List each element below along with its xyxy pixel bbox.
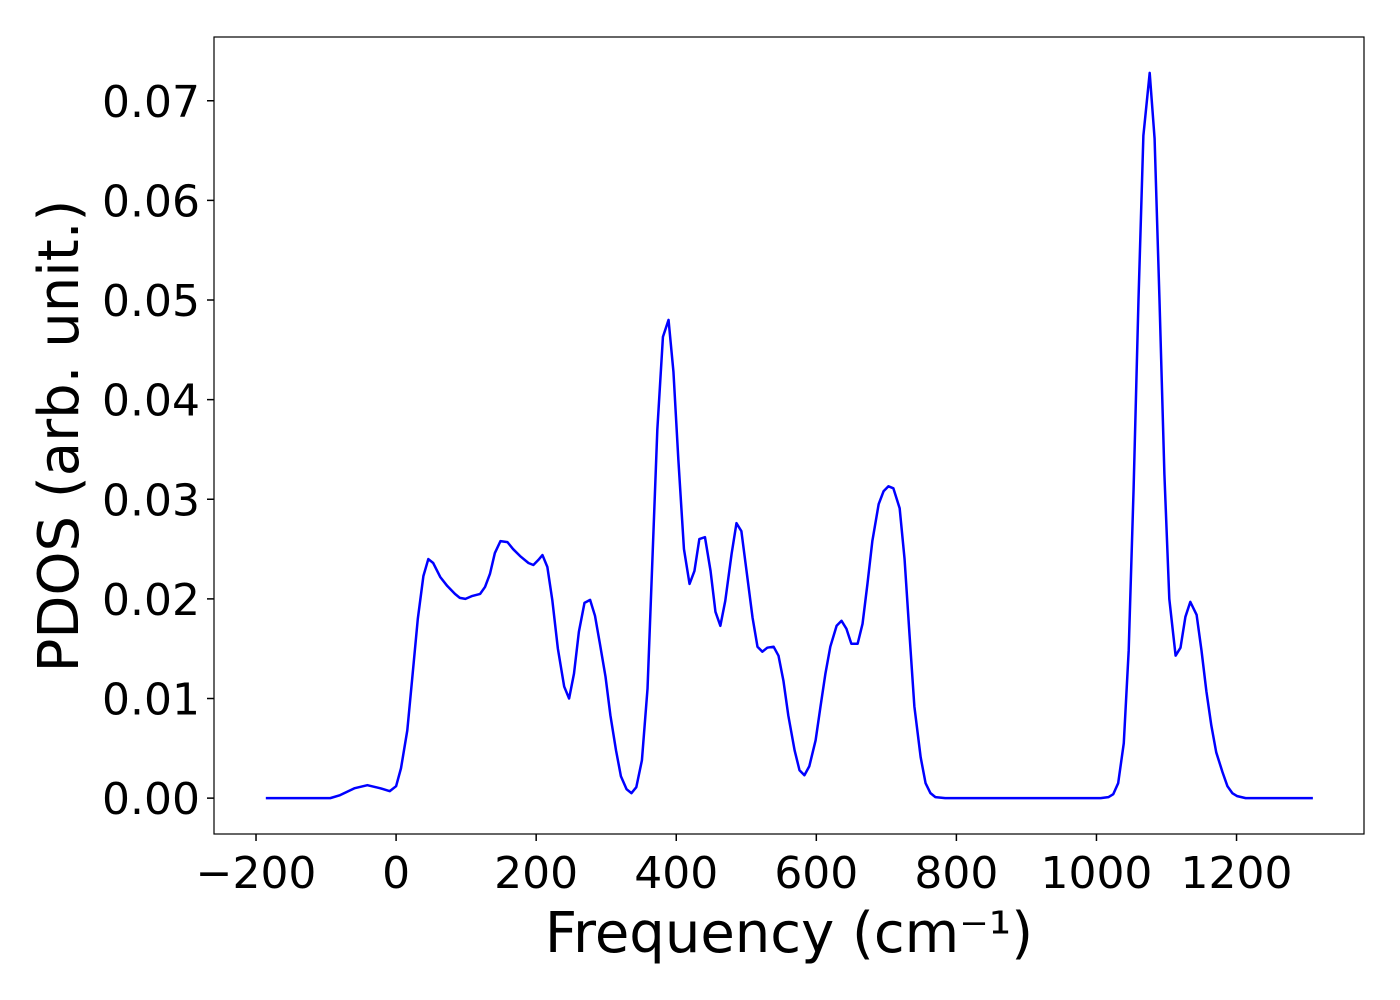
y-tick-label: 0.04 — [102, 376, 200, 427]
x-tick-label: 0 — [382, 848, 410, 899]
x-tick-label: 600 — [774, 848, 858, 899]
y-tick-label: 0.01 — [102, 675, 200, 726]
x-tick-label: 1200 — [1181, 848, 1293, 899]
y-axis-label: PDOS (arb. unit.) — [27, 200, 92, 673]
y-tick-label: 0.05 — [102, 276, 200, 327]
plot-frame — [213, 36, 1365, 835]
x-axis-label: Frequency (cm⁻¹) — [545, 901, 1033, 966]
y-tick-label: 0.07 — [102, 77, 200, 128]
y-tick-label: 0.03 — [102, 475, 200, 526]
y-tick-label: 0.00 — [102, 774, 200, 825]
line — [265, 71, 1313, 800]
y-tick-label: 0.06 — [102, 176, 200, 227]
x-tick-label: 400 — [634, 848, 718, 899]
x-tick-label: 1000 — [1040, 848, 1152, 899]
x-tick-label: −200 — [196, 848, 317, 899]
y-tick-label: 0.02 — [102, 575, 200, 626]
x-tick-label: 200 — [494, 848, 578, 899]
x-tick-label: 800 — [914, 848, 998, 899]
